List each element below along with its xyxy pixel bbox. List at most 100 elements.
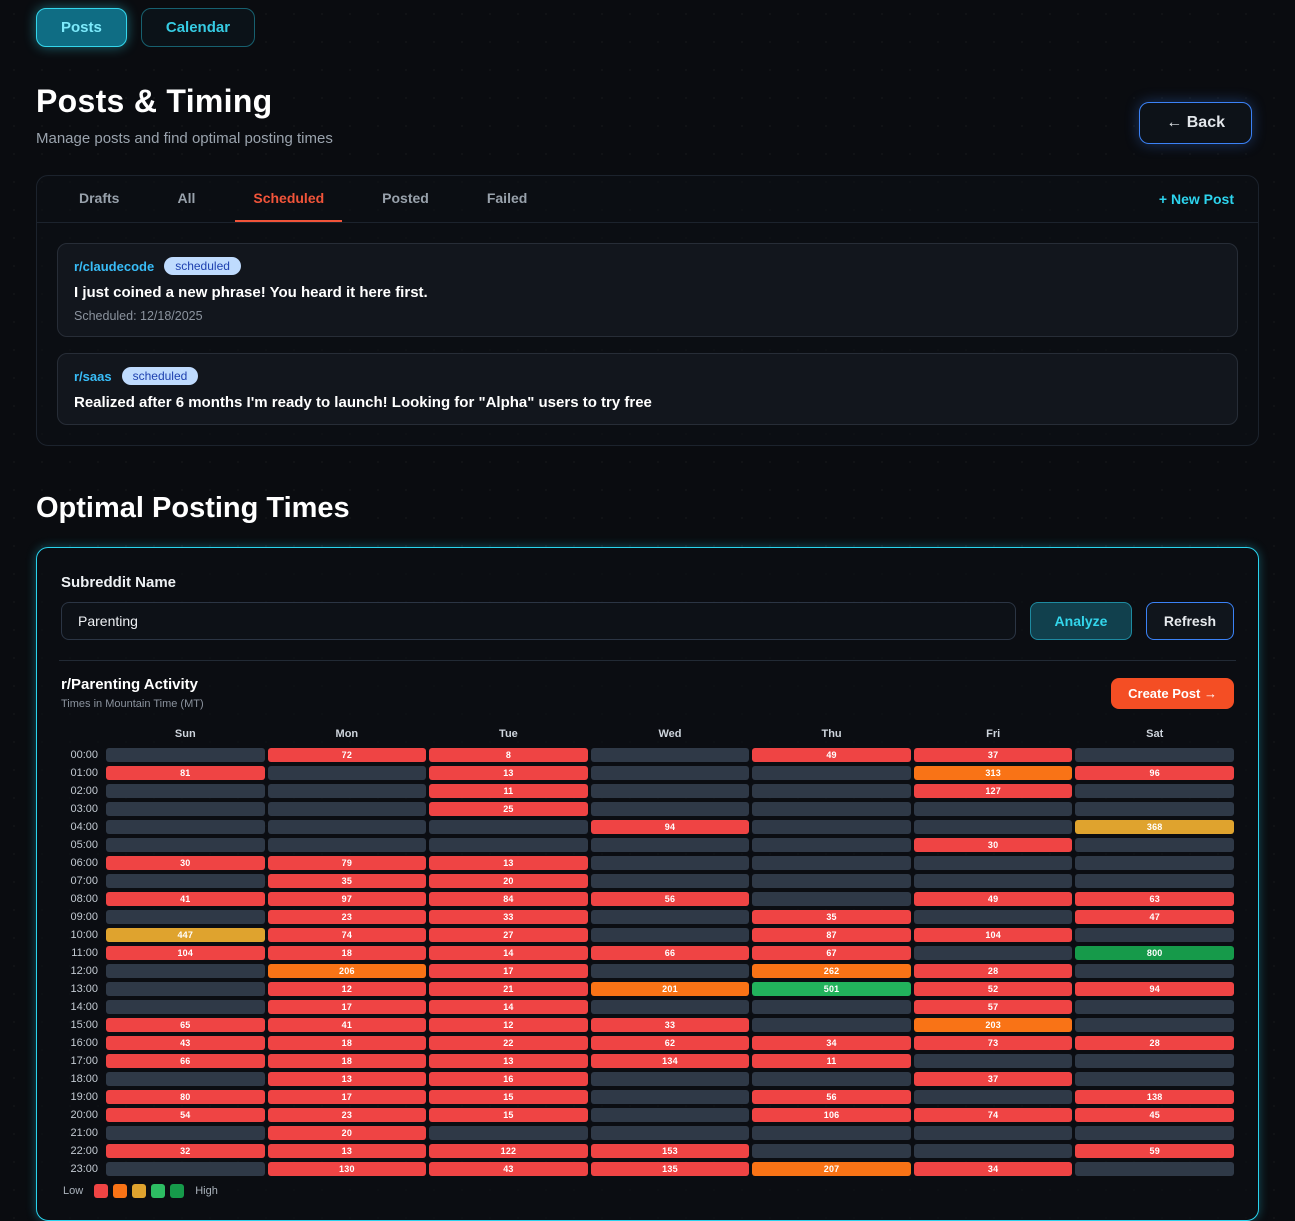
heatmap-cell: 59: [1075, 1144, 1234, 1158]
status-badge: scheduled: [164, 257, 241, 275]
tab-drafts[interactable]: Drafts: [79, 190, 120, 206]
tab-failed[interactable]: Failed: [486, 190, 528, 206]
heatmap-cell: [429, 838, 588, 852]
heatmap-cell: [913, 874, 1073, 888]
heatmap-cell: [267, 820, 427, 834]
hour-row-label: 21:00: [70, 1127, 98, 1139]
heatmap-cell: 135: [590, 1162, 750, 1176]
post-card[interactable]: r/claudecode scheduled I just coined a n…: [57, 243, 1238, 337]
heatmap-cell: 127: [913, 784, 1073, 798]
subreddit-input[interactable]: [61, 602, 1016, 640]
hour-row-label: 16:00: [70, 1037, 98, 1049]
analyze-button[interactable]: Analyze: [1030, 602, 1132, 640]
hour-row-label: 03:00: [70, 803, 98, 815]
heatmap-cell: [590, 802, 750, 816]
heatmap-cell: [267, 838, 427, 852]
heatmap-cell: 104: [913, 928, 1073, 942]
post-subreddit[interactable]: r/saas: [74, 368, 112, 384]
heatmap-cell: 47: [1075, 910, 1234, 924]
heatmap-cell: [752, 874, 911, 888]
post-title: I just coined a new phrase! You heard it…: [74, 284, 428, 301]
heatmap-cell: [590, 1072, 750, 1086]
heatmap-cell: [106, 748, 265, 762]
tab-scheduled[interactable]: Scheduled: [235, 176, 343, 222]
heatmap-cell: [752, 856, 911, 870]
heatmap-cell: [1075, 748, 1234, 762]
heatmap-cell: [590, 748, 750, 762]
hour-row-label: 06:00: [70, 857, 98, 869]
legend-color-swatch: [94, 1184, 109, 1198]
optimal-times-panel: Subreddit Name Analyze Refresh r/Parenti…: [36, 547, 1259, 1221]
heatmap-cell: 56: [752, 1090, 911, 1104]
heatmap-cell: 94: [1075, 982, 1234, 996]
page-header: Posts & Timing Manage posts and find opt…: [0, 47, 1295, 147]
heatmap-cell: 12: [267, 982, 427, 996]
day-column-header: Mon: [335, 728, 359, 740]
heatmap-cell: 15: [429, 1108, 588, 1122]
day-column-header: Tue: [499, 728, 518, 740]
divider: [59, 660, 1236, 661]
legend-low-label: Low: [63, 1185, 84, 1197]
hour-row-label: 00:00: [70, 749, 98, 761]
hour-row-label: 19:00: [70, 1091, 98, 1103]
heatmap-cell: [752, 802, 911, 816]
heatmap-cell: [752, 766, 911, 780]
heatmap-cell: [1075, 1054, 1234, 1068]
post-card[interactable]: r/saas scheduled Realized after 6 months…: [57, 353, 1238, 425]
heatmap-cell: 35: [267, 874, 427, 888]
heatmap-cell: 37: [913, 748, 1073, 762]
heatmap-cell: 63: [1075, 892, 1234, 906]
heatmap-cell: 67: [752, 946, 911, 960]
heatmap-cell: [590, 964, 750, 978]
heatmap-cell: [913, 1144, 1073, 1158]
tab-all[interactable]: All: [177, 190, 196, 206]
heatmap-cell: [913, 1090, 1073, 1104]
heatmap-cell: 22: [429, 1036, 588, 1050]
heatmap-cell: [1075, 1072, 1234, 1086]
heatmap-cell: 313: [913, 766, 1073, 780]
heatmap-cell: 23: [267, 910, 427, 924]
heatmap-cell: 27: [429, 928, 588, 942]
heatmap-cell: [267, 784, 427, 798]
heatmap-cell: 12: [429, 1018, 588, 1032]
tab-posted[interactable]: Posted: [382, 190, 429, 206]
heatmap-cell: [913, 1126, 1073, 1140]
hour-row-label: 02:00: [70, 785, 98, 797]
back-button[interactable]: ← Back: [1139, 102, 1252, 144]
heatmap-cell: 34: [752, 1036, 911, 1050]
heatmap-cell: 80: [106, 1090, 265, 1104]
heatmap-cell: 18: [267, 946, 427, 960]
subreddit-name-label: Subreddit Name: [61, 574, 177, 591]
heatmap-cell: 28: [1075, 1036, 1234, 1050]
legend-color-swatch: [170, 1184, 185, 1198]
heatmap-cell: 81: [106, 766, 265, 780]
calendar-view-button[interactable]: Calendar: [140, 8, 256, 47]
heatmap-cell: [429, 820, 588, 834]
heatmap-cell: 97: [267, 892, 427, 906]
new-post-button[interactable]: + New Post: [1158, 191, 1234, 207]
posts-tabs: Drafts All Scheduled Posted Failed + New…: [37, 176, 1258, 223]
activity-title: r/Parenting Activity: [61, 676, 198, 693]
page-subtitle: Manage posts and find optimal posting ti…: [36, 130, 333, 147]
heatmap-cell: 501: [752, 982, 911, 996]
heatmap-cell: 74: [913, 1108, 1073, 1122]
heatmap-cell: 8: [429, 748, 588, 762]
heatmap-cell: [913, 1054, 1073, 1068]
heatmap-cell: 447: [106, 928, 265, 942]
heatmap-cell: 11: [429, 784, 588, 798]
heatmap-cell: [590, 838, 750, 852]
hour-row-label: 15:00: [70, 1019, 98, 1031]
post-subreddit[interactable]: r/claudecode: [74, 258, 155, 274]
hour-row-label: 23:00: [70, 1163, 98, 1175]
create-post-button[interactable]: Create Post →: [1111, 678, 1234, 709]
heatmap-cell: 33: [590, 1018, 750, 1032]
heatmap-cell: [1075, 802, 1234, 816]
refresh-button[interactable]: Refresh: [1146, 602, 1234, 640]
activity-heatmap: Sun Mon Tue Wed Thu Fri Sat 00:00 72 8 49 37 01:00 81…: [61, 728, 1234, 1176]
heatmap-cell: [913, 820, 1073, 834]
heatmap-cell: [752, 1126, 911, 1140]
day-column-header: Fri: [986, 728, 1001, 740]
posts-view-button[interactable]: Posts: [36, 8, 127, 47]
heatmap-cell: [106, 784, 265, 798]
heatmap-cell: [752, 892, 911, 906]
